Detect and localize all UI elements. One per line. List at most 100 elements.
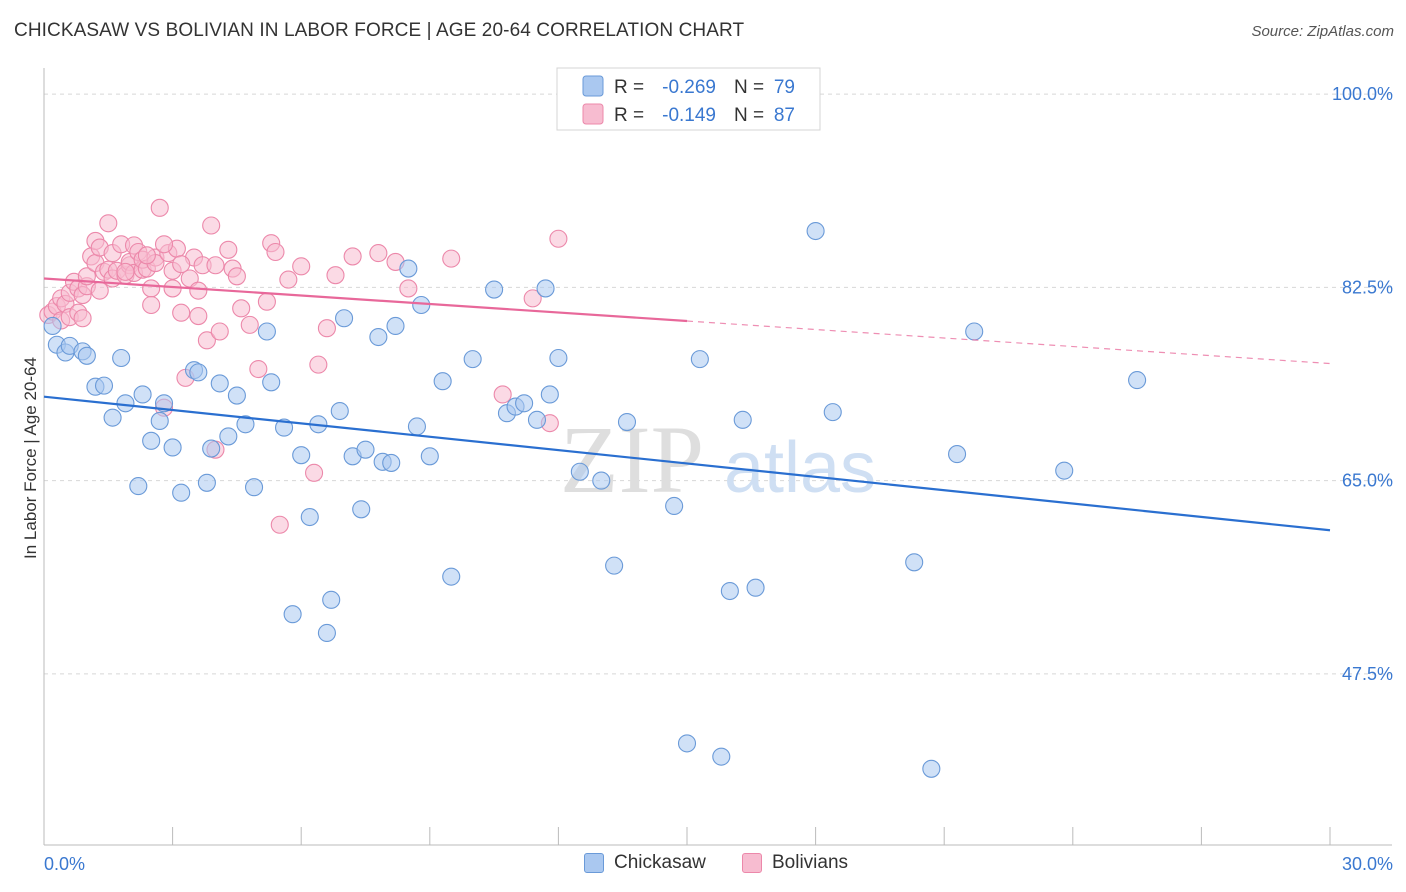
bolivians-point [137, 246, 156, 265]
bolivians-point [326, 266, 345, 285]
bolivians-point [154, 235, 174, 254]
stats-swatch-bolivians [582, 103, 604, 125]
chickasaw-point [407, 417, 426, 436]
bolivians-point [150, 198, 169, 217]
y-axis-label: In Labor Force | Age 20-64 [21, 357, 40, 559]
legend-swatch-chickasaw [584, 853, 604, 873]
chickasaw-point [665, 496, 684, 516]
chickasaw-point [442, 567, 461, 586]
bolivians-trend-line-extension [686, 320, 1331, 365]
bolivians-point [219, 240, 238, 259]
bolivians-point [240, 315, 259, 334]
watermark-atlas: atlas [724, 428, 876, 508]
legend-swatch-bolivians [742, 853, 762, 873]
chickasaw-point [300, 507, 319, 527]
chickasaw-point [283, 605, 302, 624]
bolivians-point [206, 256, 225, 275]
chickasaw-point [189, 363, 208, 382]
stats-r-value: -0.269 [662, 77, 716, 98]
bolivians-point [369, 244, 388, 263]
bolivians-point [99, 214, 118, 233]
chickasaw-point [352, 500, 371, 519]
chickasaw-point [227, 386, 246, 405]
stats-r-value: -0.149 [662, 105, 716, 126]
chickasaw-point [262, 373, 281, 392]
bolivians-point [343, 247, 362, 266]
chickasaw-point [236, 415, 255, 434]
bolivians-point [493, 385, 512, 404]
chickasaw-point [746, 578, 765, 597]
bolivians-point [266, 242, 285, 262]
chickasaw-point [317, 623, 336, 643]
stats-swatch-chickasaw [582, 75, 604, 97]
chickasaw-point [369, 327, 388, 347]
chickasaw-point [257, 322, 276, 341]
trend-lines [43, 277, 1331, 532]
stats-n-label: N = [734, 77, 764, 98]
chickasaw-point [420, 447, 439, 466]
x-tick-label: 30.0% [1342, 854, 1393, 874]
chickasaw-point [129, 477, 148, 496]
bottom-legend: Chickasaw Bolivians [0, 852, 1406, 876]
bolivians-point [317, 319, 336, 338]
chickasaw-point [330, 401, 349, 421]
chickasaw-point [690, 350, 709, 369]
chickasaw-point [948, 445, 967, 464]
chickasaw-point [733, 410, 752, 429]
stats-n-label: N = [734, 105, 764, 126]
chart-title: CHICKASAW VS BOLIVIAN IN LABOR FORCE | A… [14, 20, 745, 41]
bolivians-point [210, 322, 229, 341]
chickasaw-point [197, 473, 216, 492]
chickasaw-point [965, 322, 984, 341]
x-axis-tick-labels: 0.0% 30.0% [44, 854, 1393, 874]
chickasaw-point [335, 309, 354, 328]
bolivians-point [257, 292, 276, 311]
chickasaw-point [540, 385, 559, 404]
chickasaw-point [712, 747, 731, 766]
x-tick-label: 0.0% [44, 854, 85, 874]
chickasaw-point [142, 431, 161, 450]
bolivians-point [90, 281, 109, 300]
chickasaw-point [219, 427, 238, 446]
watermark: ZIP atlas [560, 406, 876, 513]
legend-label-bolivians: Bolivians [772, 852, 849, 873]
y-axis-tick-labels: 47.5% 65.0% 82.5% 100.0% [1332, 84, 1393, 684]
chickasaw-point [172, 483, 191, 502]
chickasaw-point [210, 374, 229, 393]
chickasaw-point [433, 372, 452, 391]
bolivians-point [249, 360, 268, 379]
chickasaw-point [592, 471, 611, 490]
bolivians-point [442, 249, 461, 268]
chickasaw-point [275, 418, 294, 437]
stats-r-label: R = [614, 105, 644, 126]
chickasaw-point [720, 581, 739, 601]
chickasaw-point [116, 394, 135, 413]
bolivians-point [227, 267, 246, 286]
bolivians-trend-line [43, 277, 688, 323]
chickasaw-point [527, 410, 547, 429]
chickasaw-point [570, 462, 589, 481]
chickasaw-point [485, 280, 504, 299]
legend-item-chickasaw[interactable]: Chickasaw [584, 852, 706, 874]
chickasaw-point [356, 440, 375, 459]
bolivians-point [523, 289, 542, 308]
bolivians-point [399, 279, 418, 298]
chickasaw-point [292, 446, 311, 465]
chickasaw-point [382, 453, 401, 472]
bolivians-point [189, 306, 208, 326]
chickasaw-point [399, 259, 418, 278]
chickasaw-point [463, 350, 482, 369]
legend-item-bolivians[interactable]: Bolivians [742, 852, 848, 874]
chickasaw-point [43, 316, 62, 336]
chickasaw-point [77, 346, 96, 365]
bolivians-point [279, 270, 298, 289]
bolivians-point [189, 281, 208, 300]
chickasaw-point [202, 439, 221, 458]
y-tick-label: 47.5% [1342, 664, 1393, 684]
chickasaw-point [154, 394, 174, 413]
chickasaw-point [150, 411, 169, 431]
bolivians-point [309, 355, 328, 374]
stats-n-value: 87 [774, 105, 795, 126]
chickasaw-point [536, 279, 555, 298]
